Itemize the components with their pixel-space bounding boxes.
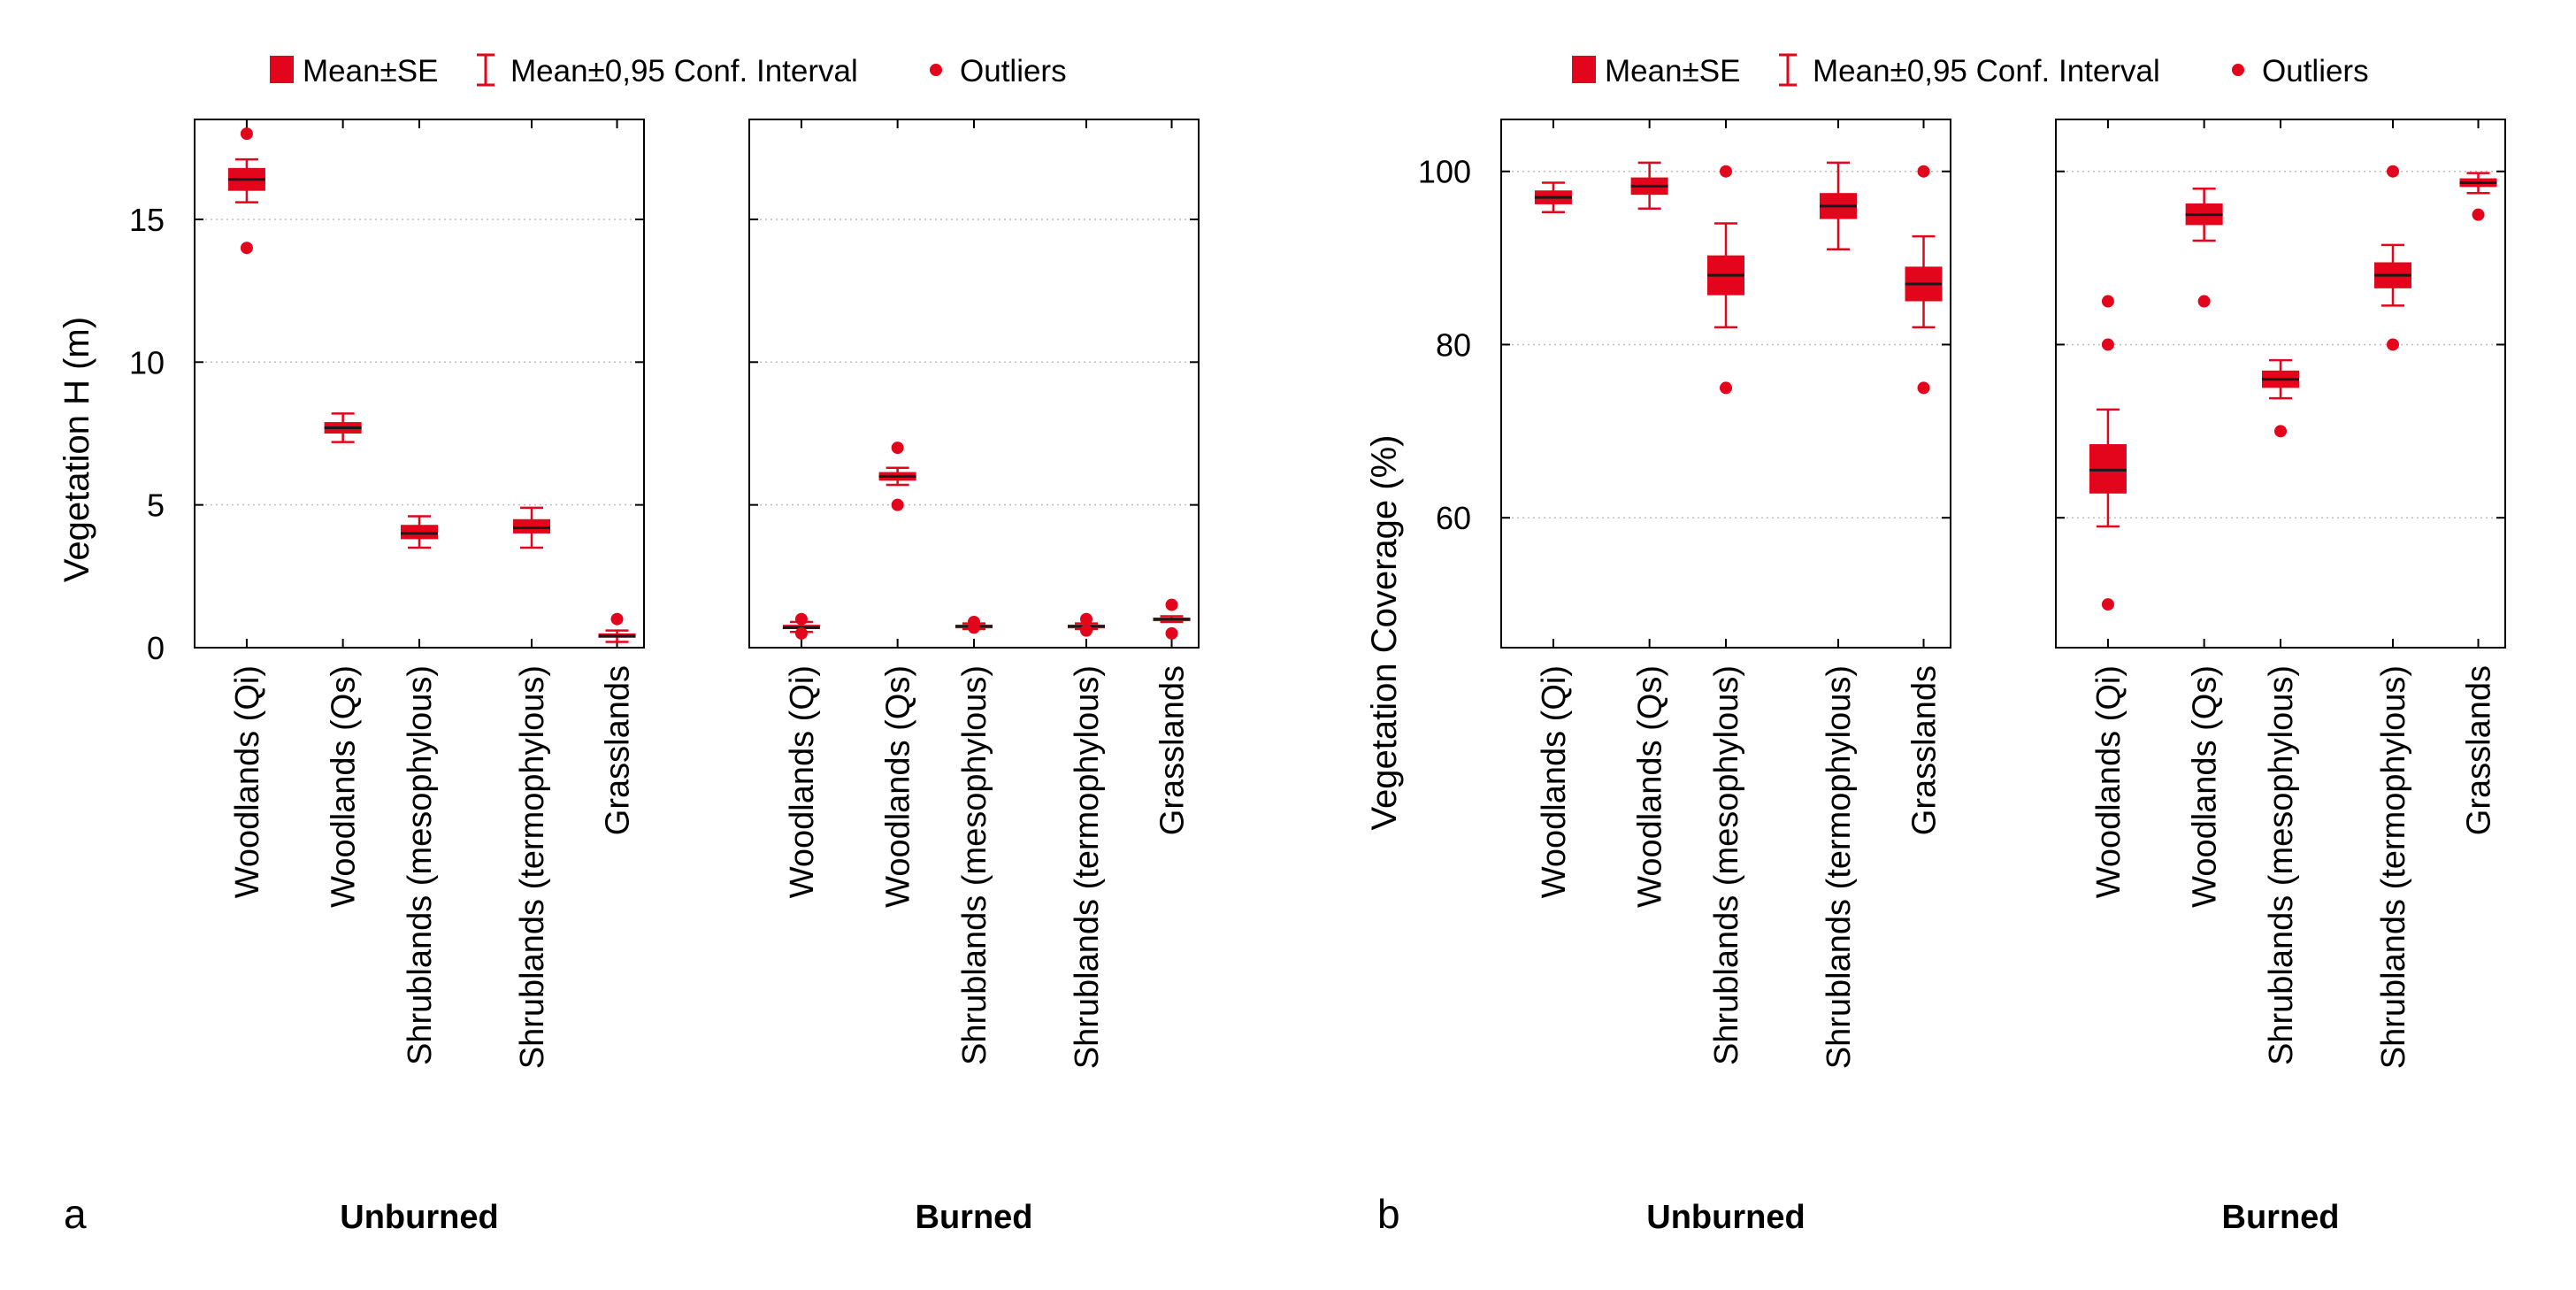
se-box <box>401 525 438 540</box>
outlier-point <box>1080 624 1092 637</box>
x-label-woodlands-qs: Woodlands (Qs) <box>880 665 917 908</box>
outlier-point <box>610 612 624 626</box>
x-label-woodlands-qs: Woodlands (Qs) <box>1632 665 1669 908</box>
outlier-point <box>2101 598 2114 611</box>
legend-b-mean-se-swatch <box>1572 56 1596 83</box>
x-label-woodlands-qi: Woodlands (Qi) <box>1536 665 1573 898</box>
outlier-point <box>794 612 808 626</box>
y-tick-label: 0 <box>147 630 165 666</box>
legend-b-ci-label: Mean±0,95 Conf. Interval <box>1813 54 2160 88</box>
plot-frame <box>194 119 645 649</box>
panel-b-burned: Woodlands (Qi) Woodlands (Qs) Shrublands (… <box>2055 119 2506 1069</box>
x-label-woodlands-qs: Woodlands (Qs) <box>2187 665 2224 908</box>
outlier-point <box>1720 381 1732 395</box>
y-axis-a: 0 5 10 15 <box>129 202 165 666</box>
outlier-point <box>968 615 980 628</box>
outlier-point <box>2197 295 2211 308</box>
panel-letter-a: a <box>64 1191 87 1237</box>
legend-a-outlier-label: Outliers <box>960 54 1067 88</box>
outlier-point <box>2387 165 2399 178</box>
plot-frame <box>748 119 1200 649</box>
outlier-point <box>240 242 253 255</box>
outlier-point <box>1720 165 1732 178</box>
outlier-point <box>891 498 904 511</box>
legend-b-outlier-label: Outliers <box>2262 54 2369 88</box>
x-label-grasslands: Grasslands <box>2461 665 2498 835</box>
x-label-shrublands-mesophylous: Shrublands (mesophylous) <box>1708 665 1745 1065</box>
outlier-point <box>794 626 808 640</box>
x-label-shrublands-mesophylous: Shrublands (mesophylous) <box>956 665 993 1065</box>
outlier-point <box>1917 381 1930 395</box>
x-label-shrublands-termophylous: Shrublands (termophylous) <box>2375 665 2412 1069</box>
x-label-woodlands-qi: Woodlands (Qi) <box>784 665 821 898</box>
panel-letter-b: b <box>1377 1191 1400 1237</box>
panel-a-unburned: Woodlands (Qi) Woodlands (Qs) Shrublands (… <box>194 119 645 1069</box>
outlier-point <box>240 127 253 141</box>
x-label-grasslands: Grasslands <box>1906 665 1944 835</box>
legend-b-ci-icon <box>1779 53 1797 87</box>
group-label-b-burned: Burned <box>2222 1199 2340 1236</box>
outlier-point <box>2101 295 2114 308</box>
se-box <box>513 518 550 534</box>
y-tick-label: 100 <box>1418 154 1471 190</box>
outlier-point <box>891 442 904 455</box>
x-label-shrublands-mesophylous: Shrublands (mesophylous) <box>2263 665 2300 1065</box>
x-label-shrublands-mesophylous: Shrublands (mesophylous) <box>402 665 439 1065</box>
y-tick-label: 60 <box>1436 500 1471 536</box>
group-label-a-burned: Burned <box>916 1199 1033 1236</box>
legend-b-mean-se-label: Mean±SE <box>1605 54 1740 88</box>
x-label-shrublands-termophylous: Shrublands (termophylous) <box>1821 665 1858 1069</box>
x-label-grasslands: Grasslands <box>1154 665 1192 835</box>
y-axis-title-b: Vegetation Coverage (%) <box>1365 435 1404 831</box>
outlier-point <box>2387 338 2399 351</box>
outlier-point <box>1917 165 1930 178</box>
outlier-point <box>1165 598 1178 611</box>
y-tick-label: 80 <box>1436 326 1471 363</box>
legend-b-outlier-dot <box>2232 64 2244 76</box>
panel-b-unburned: Woodlands (Qi) Woodlands (Qs) Shrublands (… <box>1500 119 1951 1069</box>
y-axis-b: 60 80 100 <box>1418 154 1471 536</box>
x-label-woodlands-qi: Woodlands (Qi) <box>2090 665 2128 898</box>
x-label-shrublands-termophylous: Shrublands (termophylous) <box>514 665 551 1069</box>
x-label-woodlands-qs: Woodlands (Qs) <box>326 665 363 908</box>
outlier-point <box>2101 338 2114 351</box>
x-label-woodlands-qi: Woodlands (Qi) <box>229 665 266 898</box>
legend-a-mean-se-swatch <box>270 56 294 83</box>
legend-a-mean-se-label: Mean±SE <box>303 54 438 88</box>
x-label-grasslands: Grasslands <box>600 665 637 835</box>
legend-b: Mean±SE Mean±0,95 Conf. Interval Outlier… <box>1572 53 2369 88</box>
legend-a-ci-icon <box>477 53 494 87</box>
y-tick-label: 15 <box>129 202 165 238</box>
panel-a-burned: Woodlands (Qi) Woodlands (Qs) Shrublands (… <box>748 119 1200 1069</box>
y-axis-title-a: Vegetation H (m) <box>58 317 96 582</box>
group-label-a-unburned: Unburned <box>340 1199 498 1236</box>
legend-a-ci-label: Mean±0,95 Conf. Interval <box>510 54 858 88</box>
legend-a: Mean±SE Mean±0,95 Conf. Interval Outlier… <box>270 53 1067 88</box>
y-tick-label: 10 <box>129 344 165 380</box>
outlier-point <box>2472 208 2485 221</box>
outlier-point <box>1080 612 1092 626</box>
group-label-b-unburned: Unburned <box>1646 1199 1805 1236</box>
outlier-point <box>2274 425 2287 438</box>
outlier-point <box>1165 626 1178 640</box>
x-label-shrublands-termophylous: Shrublands (termophylous) <box>1069 665 1106 1069</box>
y-tick-label: 5 <box>147 488 165 524</box>
legend-a-outlier-dot <box>930 64 942 76</box>
